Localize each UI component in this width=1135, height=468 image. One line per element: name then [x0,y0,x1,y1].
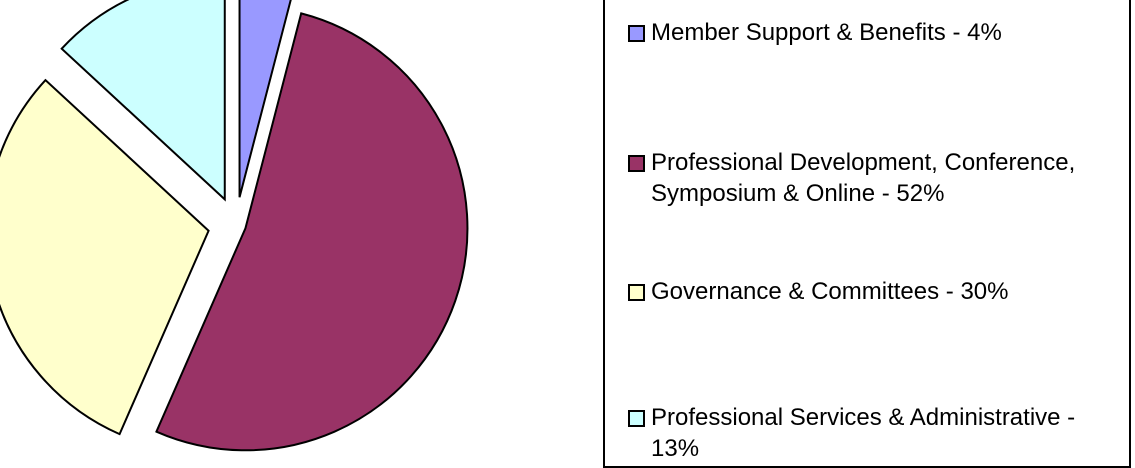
legend-label: Professional Development, Conference, Sy… [651,149,1076,207]
legend-item-professional-services: Professional Services & Administrative -… [627,402,1127,464]
legend-swatch [628,25,645,42]
pie-slice-professional-development [155,12,469,452]
legend-swatch [628,284,645,301]
legend-item-member-support: Member Support & Benefits - 4% [627,17,1127,48]
legend-item-professional-development: Professional Development, Conference, Sy… [627,147,1127,209]
pie-slice-governance [0,78,210,436]
pie-slice-professional-services [60,0,226,202]
legend-swatch [628,155,645,172]
legend-label: Governance & Committees - 30% [651,278,1009,305]
legend-swatch [628,410,645,427]
pie-chart [0,0,469,452]
legend-label: Professional Services & Administrative -… [651,404,1076,462]
pie-slice-member-support [238,0,292,198]
legend-label: Member Support & Benefits - 4% [651,19,1002,46]
legend: Member Support & Benefits - 4% Professio… [603,0,1131,468]
legend-item-governance: Governance & Committees - 30% [627,276,1127,307]
